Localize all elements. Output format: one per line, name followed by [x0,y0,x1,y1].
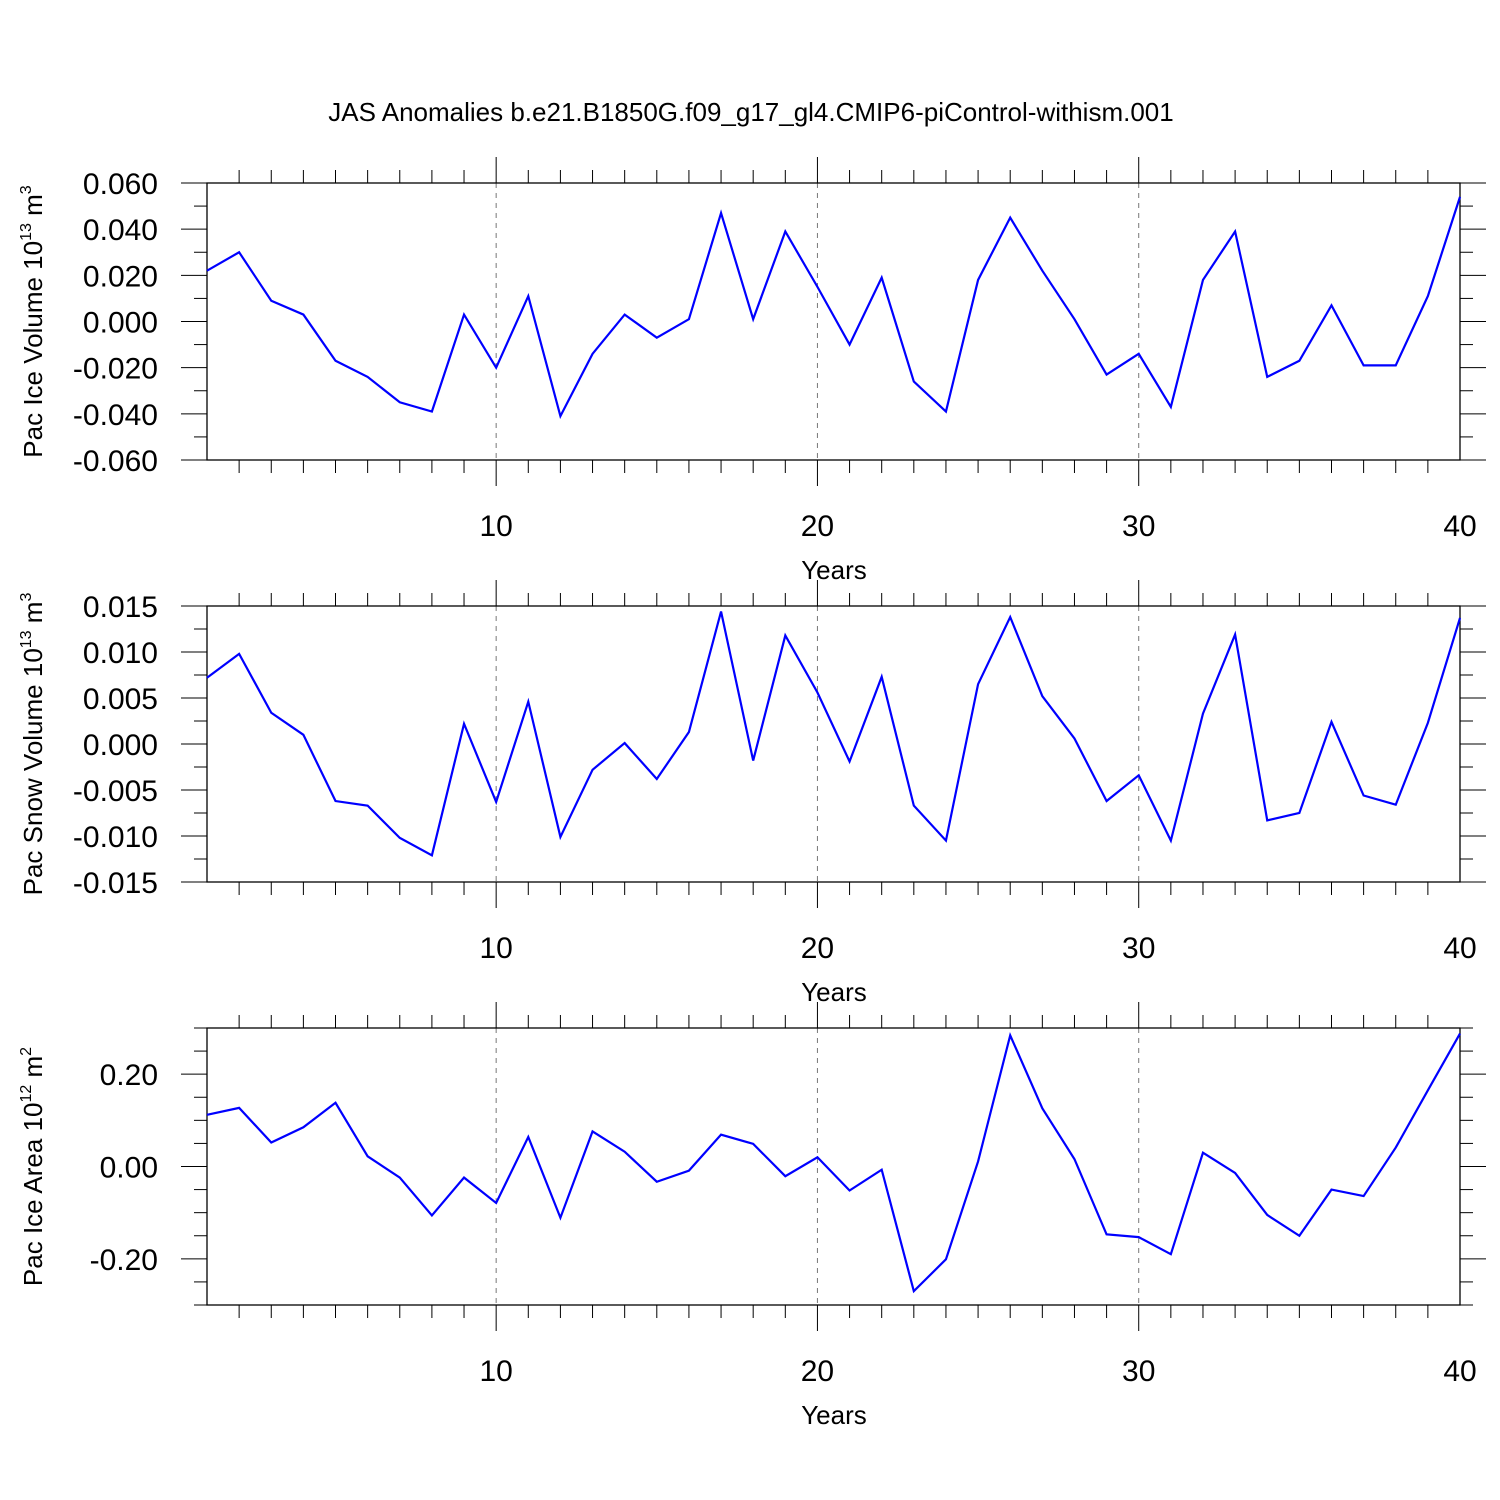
panel-2: 10 20 30 40 Years -0.015 -0.010 -0.005 0.000 0.00… [18,580,1486,1007]
y-tick-label: 0.060 [83,168,158,201]
series-line [206,196,1462,420]
x-tick-label: 40 [1443,510,1476,543]
x-tick-label: 20 [801,510,834,543]
panels: 10 20 30 40 Years -0.060 -0.040 -0.020 0.000 0.02… [18,157,1486,1430]
x-axis-label: Years [801,1400,867,1430]
y-tick-label: -0.005 [73,775,158,808]
y-tick-label: 0.000 [83,729,158,762]
y-tick-label: -0.060 [73,445,158,478]
x-tick-label: 20 [801,932,834,965]
x-axis-label: Years [801,555,867,585]
series-line [206,611,1462,857]
y-tick-label: 0.010 [83,637,158,670]
panel-1: 10 20 30 40 Years -0.060 -0.040 -0.020 0.000 0.02… [18,157,1486,585]
y-tick-label: 0.015 [83,591,158,624]
y-tick-label: 0.20 [100,1059,158,1092]
panel-3: 10 20 30 40 Years -0.20 0.00 0.20 Pac Ice Area 1… [18,1002,1486,1430]
x-tick-label: 30 [1122,932,1155,965]
y-axis-label: Pac Snow Volume 1013 m3 [18,593,48,896]
x-tick-label: 40 [1443,1355,1476,1388]
x-tick-label: 20 [801,1355,834,1388]
x-tick-label: 10 [479,932,512,965]
y-tick-label: 0.00 [100,1152,158,1185]
plot-frame [206,182,1461,461]
x-axis-label: Years [801,977,867,1007]
y-tick-label: -0.20 [90,1244,158,1277]
y-axis-label: Pac Ice Area 1012 m2 [18,1047,48,1286]
series-line [206,1032,1461,1294]
x-tick-label: 10 [479,1355,512,1388]
y-tick-label: 0.040 [83,214,158,247]
y-tick-label: -0.020 [73,353,158,386]
y-tick-label: -0.040 [73,399,158,432]
y-tick-label: -0.010 [73,821,158,854]
plot-frame [206,1027,1461,1306]
x-tick-label: 30 [1122,1355,1155,1388]
x-tick-label: 30 [1122,510,1155,543]
y-tick-label: -0.015 [73,867,158,900]
y-tick-label: 0.005 [83,683,158,716]
x-tick-label: 10 [479,510,512,543]
y-tick-label: 0.020 [83,260,158,293]
y-axis-label: Pac Ice Volume 1013 m3 [18,185,48,458]
chart-title: JAS Anomalies b.e21.B1850G.f09_g17_gl4.C… [328,97,1173,127]
y-tick-label: 0.000 [83,307,158,340]
plot-frame [206,605,1461,883]
x-tick-label: 40 [1443,932,1476,965]
